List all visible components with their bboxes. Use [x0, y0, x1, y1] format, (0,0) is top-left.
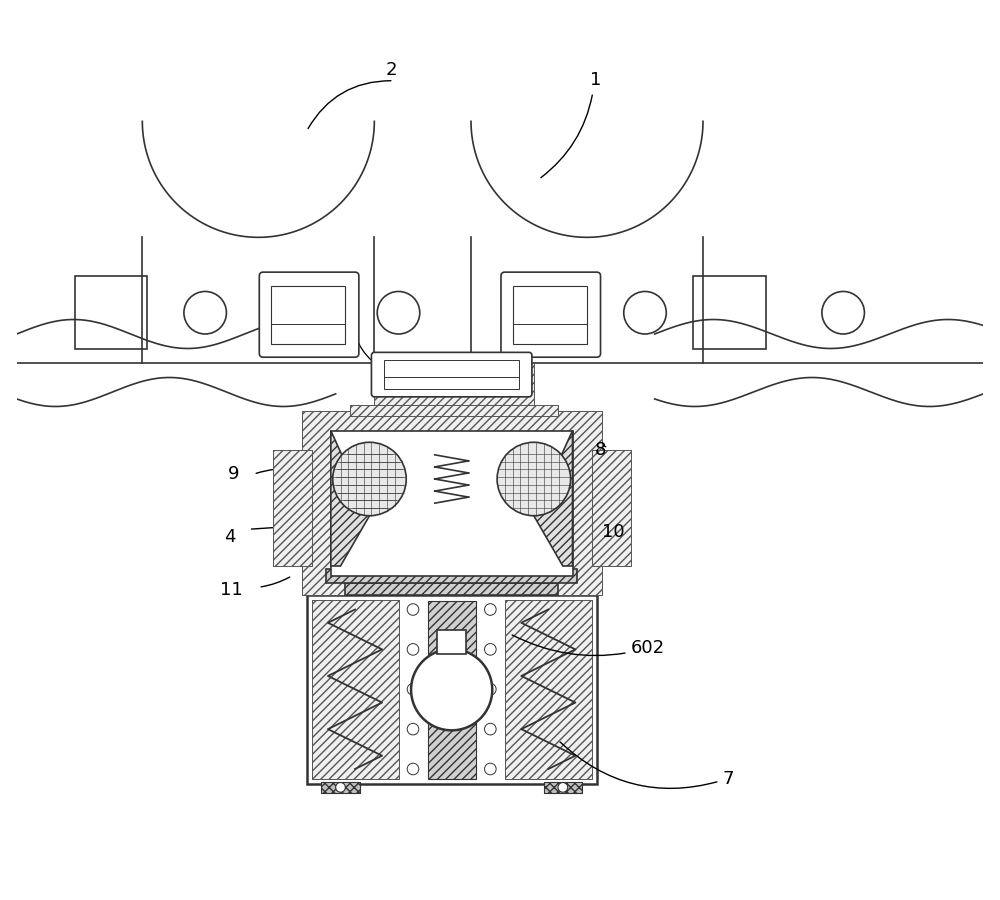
Bar — [321, 781, 360, 793]
Bar — [350, 405, 558, 416]
FancyBboxPatch shape — [371, 353, 532, 397]
Bar — [75, 276, 147, 348]
Text: 1: 1 — [590, 70, 601, 88]
Bar — [384, 360, 519, 389]
Bar — [428, 601, 476, 685]
Bar — [592, 450, 631, 566]
Text: 11: 11 — [220, 581, 242, 599]
FancyBboxPatch shape — [501, 272, 601, 357]
Text: 602: 602 — [512, 634, 665, 657]
Bar — [331, 431, 572, 576]
Circle shape — [407, 644, 419, 655]
Bar — [592, 450, 631, 566]
Bar — [302, 411, 602, 595]
Bar — [350, 405, 558, 416]
Bar — [312, 599, 398, 778]
Polygon shape — [331, 431, 370, 566]
Circle shape — [485, 604, 496, 616]
Text: 4: 4 — [225, 527, 236, 545]
Bar — [428, 695, 476, 778]
Bar — [544, 781, 582, 793]
Circle shape — [407, 763, 419, 775]
Bar — [273, 450, 312, 566]
Bar — [321, 781, 360, 793]
Bar — [437, 630, 466, 654]
Bar — [273, 450, 312, 566]
Text: 7: 7 — [560, 742, 734, 788]
Bar — [312, 599, 398, 778]
Circle shape — [407, 683, 419, 695]
Circle shape — [407, 604, 419, 616]
Bar — [326, 569, 577, 583]
Circle shape — [411, 649, 492, 730]
Circle shape — [558, 782, 568, 792]
Circle shape — [333, 442, 406, 516]
Circle shape — [485, 724, 496, 735]
Text: 10: 10 — [602, 523, 624, 541]
Bar — [302, 411, 602, 595]
Circle shape — [407, 724, 419, 735]
Text: 8: 8 — [595, 441, 606, 459]
Circle shape — [336, 782, 345, 792]
Bar — [513, 285, 587, 344]
Bar — [693, 276, 766, 348]
Text: 2: 2 — [386, 61, 397, 79]
Bar — [505, 599, 592, 778]
Polygon shape — [534, 431, 572, 566]
FancyBboxPatch shape — [259, 272, 359, 357]
Bar — [374, 363, 534, 411]
Bar — [307, 595, 597, 784]
Circle shape — [485, 763, 496, 775]
Bar — [374, 363, 534, 411]
Bar — [505, 599, 592, 778]
Circle shape — [497, 442, 571, 516]
Circle shape — [485, 683, 496, 695]
Bar — [345, 583, 558, 595]
Bar — [544, 781, 582, 793]
Text: 9: 9 — [227, 465, 239, 483]
Circle shape — [485, 644, 496, 655]
Bar — [271, 285, 345, 344]
